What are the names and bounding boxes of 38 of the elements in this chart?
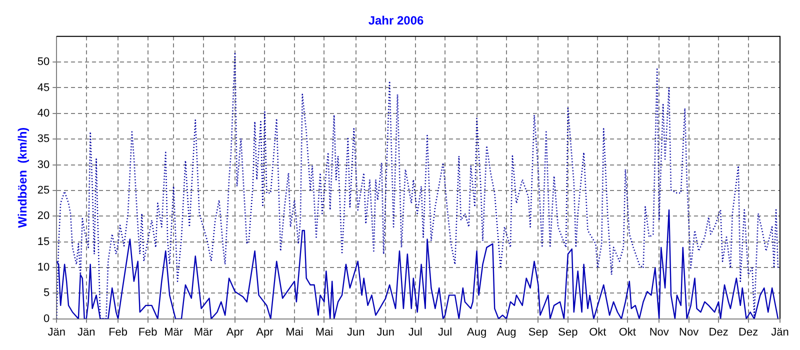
y-tick-label: 15 bbox=[37, 236, 50, 248]
x-tick-label: Okt bbox=[618, 326, 636, 338]
x-tick-label: Jul bbox=[438, 326, 452, 338]
x-tick-label: Jän bbox=[771, 326, 789, 338]
x-tick-label: Nov bbox=[649, 326, 670, 338]
x-tick-label: Jän bbox=[77, 326, 96, 338]
x-tick-label: Mär bbox=[164, 326, 184, 338]
y-tick-label: 25 bbox=[37, 184, 50, 196]
x-tick-label: Feb bbox=[108, 326, 128, 338]
y-tick-label: 45 bbox=[37, 82, 50, 94]
y-tick-label: 40 bbox=[37, 107, 50, 120]
x-tick-label: Sep bbox=[558, 326, 578, 338]
chart-title: Jahr 2006 bbox=[368, 14, 424, 28]
x-tick-label: Feb bbox=[138, 326, 158, 338]
y-tick-label: 35 bbox=[37, 133, 50, 146]
y-tick-label: 0 bbox=[44, 312, 50, 325]
x-tick-label: Mär bbox=[194, 326, 214, 338]
y-tick-label: 30 bbox=[37, 158, 50, 171]
x-tick-label: Nov bbox=[679, 326, 700, 338]
y-tick-label: 5 bbox=[44, 287, 50, 300]
x-tick-label: Dez bbox=[708, 326, 728, 338]
x-tick-label: Sep bbox=[528, 326, 548, 338]
y-tick-label: 20 bbox=[37, 210, 50, 222]
x-tick-label: Aug bbox=[496, 326, 516, 338]
x-tick-label: Okt bbox=[589, 326, 606, 338]
x-tick-label: Jän bbox=[48, 326, 66, 338]
y-tick-label: 50 bbox=[37, 56, 50, 68]
y-axis-title: Windböen (km/h) bbox=[16, 127, 30, 228]
x-tick-label: Jun bbox=[347, 326, 365, 338]
x-tick-label: Mai bbox=[315, 326, 334, 338]
x-tick-label: Aug bbox=[466, 326, 487, 338]
x-tick-label: Apr bbox=[226, 326, 244, 338]
x-tick-label: Jul bbox=[408, 326, 422, 338]
x-tick-label: Jun bbox=[376, 326, 394, 338]
x-tick-label: Dez bbox=[738, 326, 758, 338]
x-tick-label: Mai bbox=[286, 326, 304, 338]
x-tick-label: Apr bbox=[256, 326, 274, 338]
y-tick-label: 10 bbox=[37, 261, 50, 274]
